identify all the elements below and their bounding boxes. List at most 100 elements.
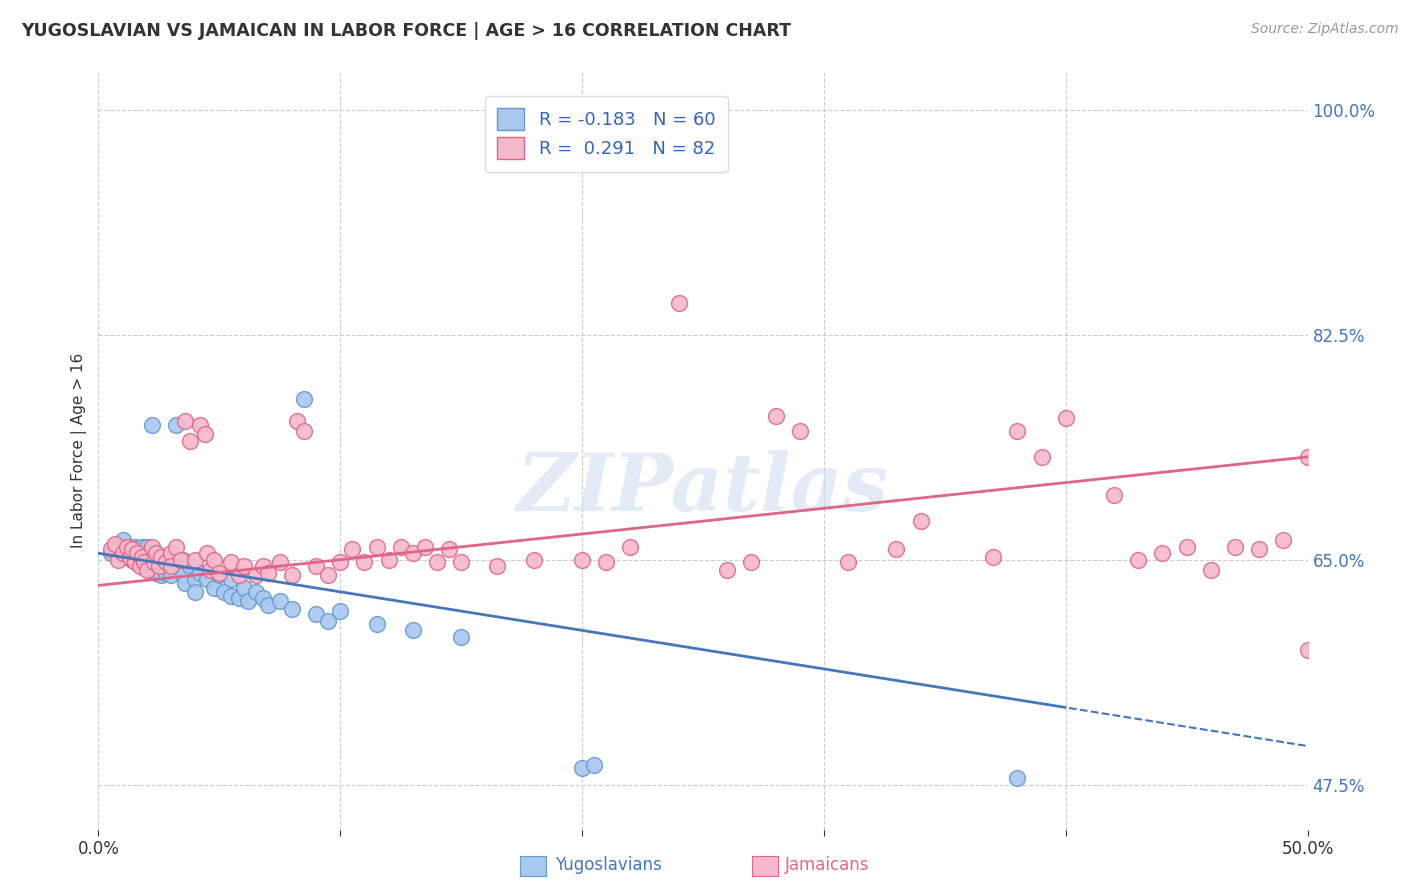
- Point: [228, 568, 250, 582]
- Point: [228, 591, 250, 606]
- Point: [245, 584, 267, 599]
- Point: [238, 594, 260, 608]
- Point: [188, 566, 211, 580]
- Point: [117, 540, 139, 554]
- Point: [169, 552, 191, 566]
- Point: [174, 414, 197, 428]
- Point: [195, 572, 218, 586]
- Point: [128, 546, 150, 560]
- Point: [329, 555, 352, 569]
- Point: [195, 546, 218, 560]
- Point: [1128, 552, 1150, 566]
- Point: [292, 392, 315, 406]
- Point: [232, 559, 254, 574]
- Point: [188, 417, 211, 432]
- Point: [172, 552, 194, 566]
- Point: [194, 426, 217, 441]
- Point: [269, 555, 291, 569]
- Point: [1272, 533, 1295, 548]
- Point: [1007, 424, 1029, 438]
- Point: [413, 540, 436, 554]
- Point: [111, 546, 134, 560]
- Point: [256, 566, 278, 580]
- Point: [886, 542, 908, 557]
- Point: [245, 568, 267, 582]
- Point: [1007, 771, 1029, 785]
- Point: [141, 540, 163, 554]
- Point: [486, 559, 509, 574]
- Point: [221, 555, 243, 569]
- Point: [583, 758, 606, 772]
- Point: [305, 607, 328, 621]
- Point: [353, 555, 375, 569]
- Point: [107, 542, 129, 557]
- Point: [789, 424, 811, 438]
- Point: [148, 559, 170, 574]
- Point: [204, 581, 226, 595]
- Point: [145, 546, 167, 560]
- Point: [111, 542, 134, 557]
- Point: [172, 568, 194, 582]
- Point: [131, 550, 153, 565]
- Point: [252, 559, 274, 574]
- Point: [160, 559, 183, 574]
- Point: [155, 566, 177, 580]
- Point: [212, 584, 235, 599]
- Text: ZIPatlas: ZIPatlas: [517, 450, 889, 527]
- Point: [208, 566, 231, 580]
- Point: [1199, 563, 1222, 577]
- Point: [595, 555, 617, 569]
- Point: [150, 550, 173, 565]
- Point: [148, 559, 170, 574]
- Point: [740, 555, 762, 569]
- Point: [668, 295, 690, 310]
- Point: [174, 575, 197, 590]
- Point: [450, 555, 472, 569]
- Point: [523, 552, 546, 566]
- Point: [281, 601, 304, 615]
- Point: [127, 546, 149, 560]
- Point: [1102, 488, 1125, 502]
- Text: Yugoslavians: Yugoslavians: [555, 856, 662, 874]
- Point: [1296, 450, 1319, 464]
- Point: [150, 568, 173, 582]
- Point: [342, 542, 364, 557]
- Point: [127, 542, 149, 557]
- Point: [131, 540, 153, 554]
- Point: [837, 555, 859, 569]
- Point: [128, 559, 150, 574]
- Point: [232, 581, 254, 595]
- Point: [1249, 542, 1271, 557]
- Point: [165, 540, 187, 554]
- Point: [145, 566, 167, 580]
- Point: [134, 550, 156, 565]
- Point: [179, 559, 201, 574]
- Point: [184, 584, 207, 599]
- Point: [366, 616, 388, 631]
- Point: [118, 550, 141, 565]
- Point: [107, 552, 129, 566]
- Point: [118, 546, 141, 560]
- Point: [316, 568, 339, 582]
- Text: Jamaicans: Jamaicans: [785, 856, 869, 874]
- Point: [571, 552, 593, 566]
- Point: [1152, 546, 1174, 560]
- Point: [167, 559, 190, 574]
- Point: [100, 546, 122, 560]
- Y-axis label: In Labor Force | Age > 16: In Labor Force | Age > 16: [72, 353, 87, 548]
- Point: [285, 414, 308, 428]
- Point: [121, 542, 143, 557]
- Point: [402, 624, 425, 638]
- Point: [117, 540, 139, 554]
- Point: [252, 591, 274, 606]
- Point: [124, 555, 146, 569]
- Point: [329, 604, 352, 618]
- Point: [184, 552, 207, 566]
- Point: [100, 542, 122, 557]
- Point: [1296, 642, 1319, 657]
- Point: [135, 540, 157, 554]
- Point: [160, 555, 183, 569]
- Point: [292, 424, 315, 438]
- Text: Source: ZipAtlas.com: Source: ZipAtlas.com: [1251, 22, 1399, 37]
- Point: [141, 417, 163, 432]
